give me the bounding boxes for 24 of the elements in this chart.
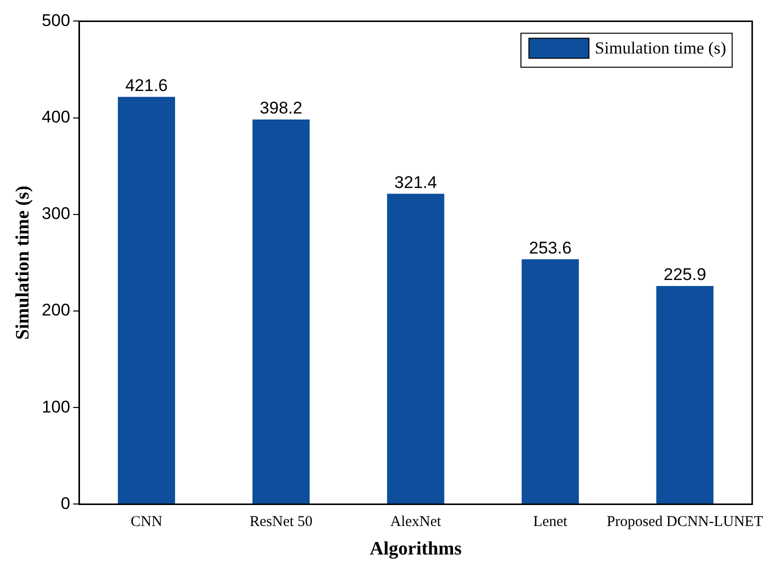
- x-tick-label: CNN: [130, 514, 162, 530]
- y-tick-label: 300: [42, 204, 70, 224]
- x-tick-label: Proposed DCNN-LUNET: [606, 514, 763, 530]
- bar: [252, 120, 310, 504]
- bar: [656, 286, 714, 504]
- data-label: 321.4: [394, 172, 437, 192]
- y-tick-label: 100: [42, 397, 70, 416]
- y-axis-title: Simulation time (s): [12, 186, 34, 340]
- y-tick-label: 0: [60, 494, 70, 513]
- data-label: 225.9: [664, 265, 706, 284]
- bar: [522, 259, 579, 504]
- data-label: 253.6: [529, 238, 572, 258]
- data-label: 398.2: [260, 98, 302, 118]
- y-tick-label: 200: [42, 300, 70, 320]
- x-tick-label: Lenet: [533, 514, 568, 530]
- x-tick-label: AlexNet: [390, 514, 442, 530]
- bar: [387, 194, 444, 504]
- data-label: 421.6: [125, 76, 168, 96]
- y-tick-label: 500: [42, 10, 70, 30]
- y-tick-label: 400: [42, 107, 70, 126]
- legend-label: Simulation time (s): [594, 38, 726, 58]
- x-axis-title: Algorithms: [370, 538, 462, 560]
- x-tick-label: ResNet 50: [250, 514, 313, 530]
- bar: [118, 96, 176, 504]
